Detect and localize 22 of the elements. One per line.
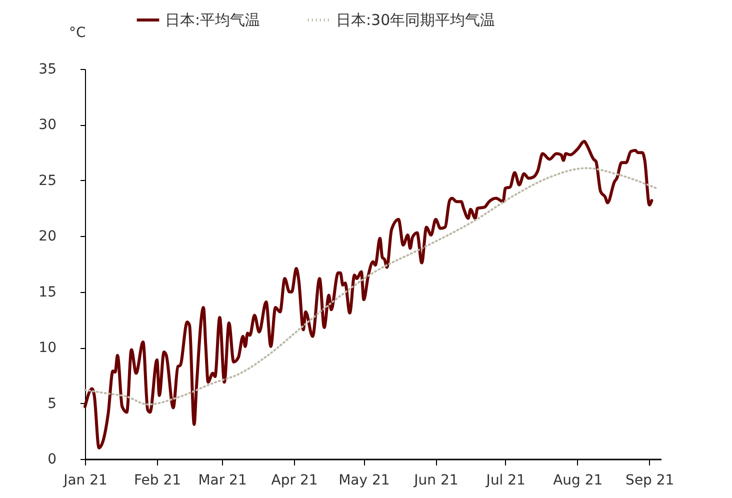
legend-label: 日本:30年同期平均气温 [336,11,496,29]
y-tick-label: 25 [38,172,56,189]
legend-label: 日本:平均气温 [165,11,260,29]
x-tick-label: Jul 21 [485,472,526,488]
x-tick-label: Mar 21 [198,472,247,488]
y-tick-label: 20 [38,228,56,245]
y-tick-label: 30 [38,117,56,134]
x-tick-label: Apr 21 [271,472,318,488]
x-tick-label: May 21 [338,472,390,488]
y-tick-label: 0 [48,452,56,468]
line-series [84,140,654,450]
x-tick-label: Feb 21 [134,472,182,488]
y-axis-title: °C [69,25,86,41]
y-tick-label: 10 [38,340,56,356]
x-tick-label: Jun 21 [413,472,458,488]
y-tick-label: 5 [48,396,56,412]
x-tick-label: Aug 21 [553,472,603,488]
y-tick-label: 15 [38,284,56,300]
x-tick-label: Sep 21 [626,472,674,488]
x-tick-label: Jan 21 [62,472,108,488]
line-series [84,167,658,406]
y-tick-label: 35 [38,62,56,78]
